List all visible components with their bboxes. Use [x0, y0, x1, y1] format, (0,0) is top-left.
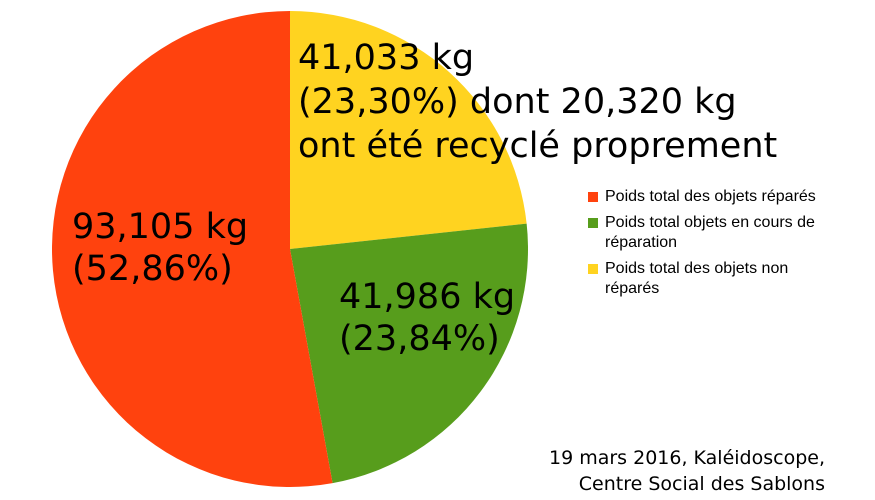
slice-label-in-progress-percent: (23,84%) — [339, 319, 500, 359]
chart-annotation: 19 mars 2016, Kaléidoscope, Centre Socia… — [549, 445, 825, 497]
legend-label-in-progress-line2: réparation — [605, 234, 678, 251]
legend-item-in-progress: Poids total objets en cours de réparatio… — [585, 213, 870, 253]
legend-swatch-repaired — [588, 192, 598, 202]
legend-label-not-repaired-line2: réparés — [605, 280, 660, 297]
slice-label-in-progress-weight: 41,986 kg — [339, 277, 516, 317]
slice-label-repaired-weight: 93,105 kg — [72, 207, 249, 247]
annotation-line-2: Centre Social des Sablons — [578, 473, 825, 495]
slice-label-in-progress: 41,986 kg (23,84%) — [339, 276, 515, 360]
slice-repaired — [52, 10, 333, 487]
legend-swatch-in-progress — [588, 218, 598, 228]
slice-label-not-repaired-weight: 41,033 kg — [298, 38, 475, 78]
legend-item-not-repaired: Poids total des objets non réparés — [585, 259, 870, 299]
legend-label-not-repaired-line1: Poids total des objets non — [605, 260, 789, 277]
legend-item-repaired: Poids total des objets réparés — [585, 187, 870, 207]
slice-label-repaired: 93,105 kg (52,86%) — [72, 206, 248, 290]
slice-not-repaired — [290, 11, 527, 249]
annotation-line-1: 19 mars 2016, Kaléidoscope, — [548, 447, 825, 469]
legend-label-repaired: Poids total des objets réparés — [605, 188, 816, 205]
legend-label-in-progress-line1: Poids total objets en cours de — [605, 214, 815, 231]
slice-label-not-repaired: 41,033 kg (23,30%) dont 20,320 kg ont ét… — [298, 36, 777, 168]
slice-label-not-repaired-percent: (23,30%) dont 20,320 kg — [298, 82, 737, 122]
slice-in-progress — [290, 223, 528, 484]
slice-label-repaired-percent: (52,86%) — [72, 249, 233, 289]
legend-swatch-not-repaired — [588, 264, 598, 274]
slice-label-not-repaired-note: ont été recyclé proprement — [298, 126, 778, 166]
legend: Poids total des objets réparés Poids tot… — [585, 187, 870, 305]
